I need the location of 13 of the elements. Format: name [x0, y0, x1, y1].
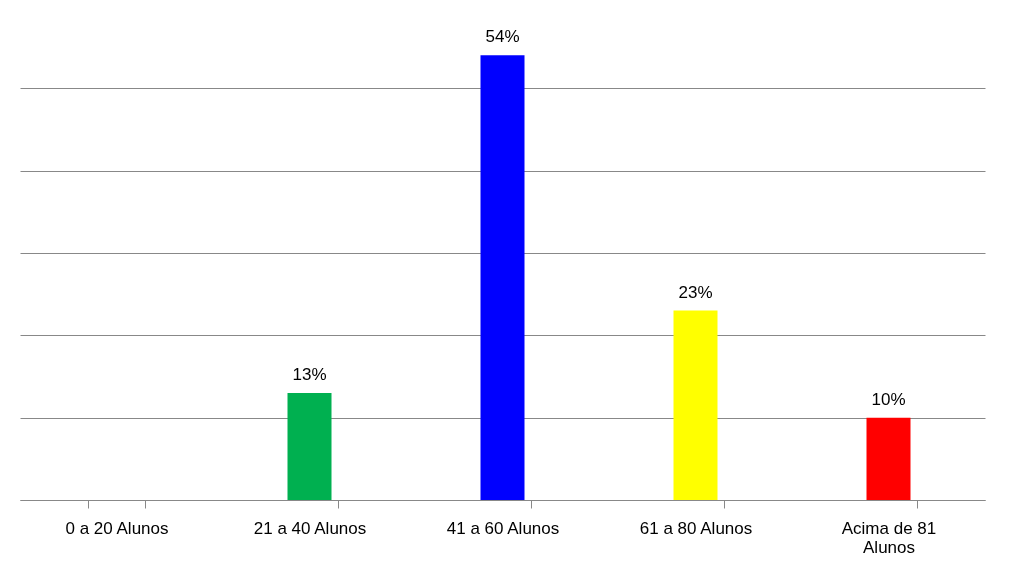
data-label: 13% [292, 364, 327, 384]
bar [480, 55, 525, 500]
x-tick-label: Acima de 81 Alunos [841, 518, 937, 557]
data-label: 10% [871, 389, 906, 409]
bar [287, 392, 332, 500]
data-label: 23% [678, 282, 713, 302]
x-tick-label: 21 a 40 Alunos [253, 518, 367, 538]
bar [866, 417, 911, 500]
x-tick-label: 61 a 80 Alunos [639, 518, 753, 538]
x-tick-label: 41 a 60 Alunos [446, 518, 560, 538]
data-label: 54% [485, 27, 520, 47]
x-tick-label: 0 a 20 Alunos [65, 518, 169, 538]
bar [673, 310, 718, 500]
